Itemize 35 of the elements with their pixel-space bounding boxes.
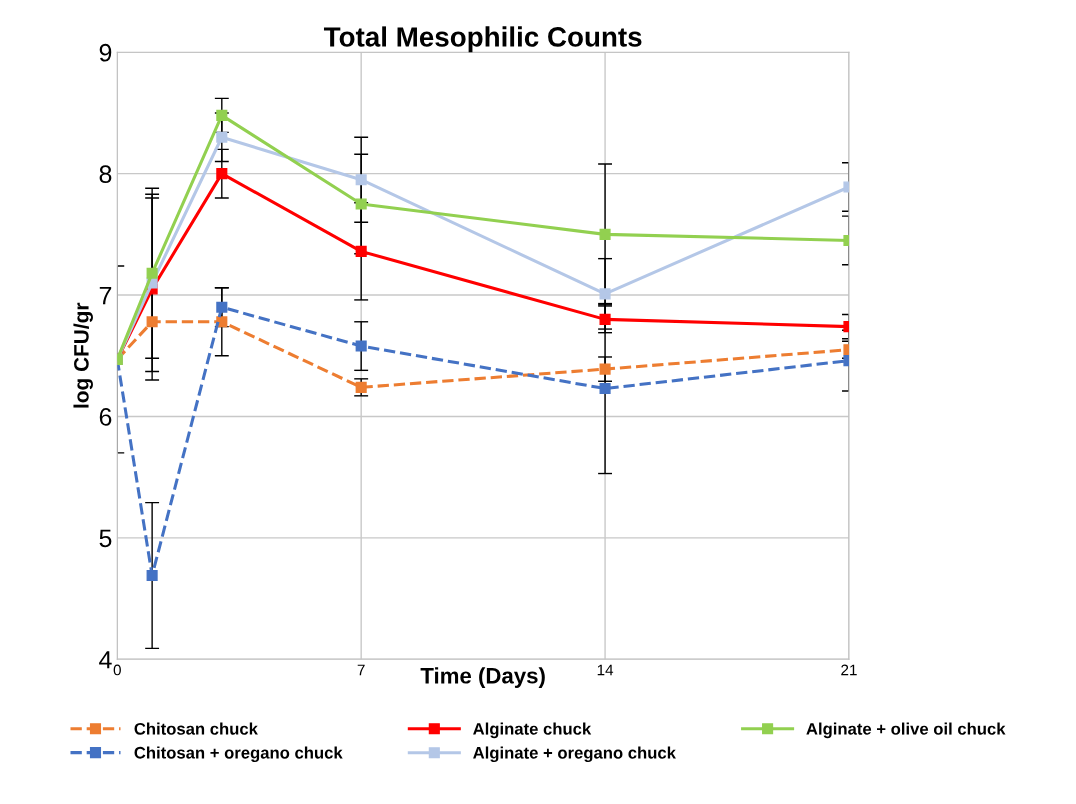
y-tick-label: 7 xyxy=(99,286,112,305)
x-tick-label: 0 xyxy=(113,664,121,676)
legend-label: Chitosan + oregano chuck xyxy=(134,746,343,762)
x-tick-label: 14 xyxy=(597,664,614,676)
point xyxy=(599,228,611,240)
legend-label: Chitosan chuck xyxy=(134,722,258,735)
point xyxy=(599,313,611,325)
x-tick-label: 21 xyxy=(841,664,857,676)
legend-label: Alginate + oregano chuck xyxy=(473,746,676,763)
point xyxy=(355,245,367,257)
point xyxy=(216,109,228,121)
legend-label: Alginate + olive oil chuck xyxy=(806,722,1006,739)
point xyxy=(216,131,228,143)
x-tick-label: 7 xyxy=(357,664,365,676)
y-tick-label: 9 xyxy=(99,43,112,62)
point xyxy=(146,569,158,582)
point xyxy=(355,198,367,210)
point xyxy=(355,340,367,352)
y-tick-label: 6 xyxy=(99,408,112,426)
point xyxy=(355,381,367,393)
legend-label: Alginate chuck xyxy=(473,722,592,739)
point xyxy=(146,316,158,328)
chart-title: Total Mesophilic Counts xyxy=(323,26,642,53)
point xyxy=(599,382,611,395)
x-axis-title: Time (Days) xyxy=(420,667,545,688)
y-axis-title: log CFU/gr xyxy=(73,302,93,408)
point xyxy=(355,174,367,186)
point xyxy=(216,168,228,180)
y-tick-label: 4 xyxy=(99,651,112,669)
point xyxy=(216,301,228,313)
point xyxy=(599,288,611,300)
point xyxy=(599,363,611,375)
y-tick-label: 8 xyxy=(99,165,112,183)
point xyxy=(146,267,158,279)
y-tick-label: 5 xyxy=(99,529,112,548)
